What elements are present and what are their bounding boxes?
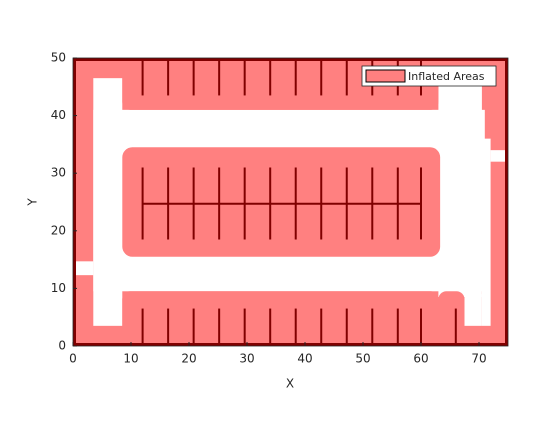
y-tick-label: 40 (51, 108, 66, 122)
y-tick-label: 10 (51, 281, 66, 295)
plot-frame (72, 57, 509, 347)
free-space (464, 294, 482, 326)
obstacle-border (73, 58, 508, 346)
x-tick-label: 0 (69, 352, 77, 366)
free-space (73, 261, 94, 276)
occupied-bottom-row (122, 291, 439, 346)
x-tick-label: 70 (471, 352, 486, 366)
y-axis-label: Y (26, 198, 40, 207)
free-space (438, 75, 482, 298)
y-tick-label: 20 (51, 223, 66, 237)
x-tick-label: 10 (123, 352, 138, 366)
x-tick-label: 30 (239, 352, 254, 366)
free-space (490, 150, 508, 162)
y-tick-label: 30 (51, 166, 66, 180)
x-axis-label: X (286, 377, 294, 391)
y-tick-label: 50 (51, 51, 66, 65)
occupied-top-row (122, 58, 439, 110)
legend-label: Inflated Areas (408, 70, 485, 83)
free-space (481, 138, 491, 326)
legend-swatch (365, 69, 406, 83)
x-tick-label: 20 (181, 352, 196, 366)
occupied-island (122, 147, 441, 257)
x-tick-label: 60 (413, 352, 428, 366)
y-tick-label: 0 (58, 339, 66, 353)
x-tick-label: 40 (297, 352, 312, 366)
occupied-bottom-right (438, 291, 465, 346)
x-tick-label: 50 (355, 352, 370, 366)
